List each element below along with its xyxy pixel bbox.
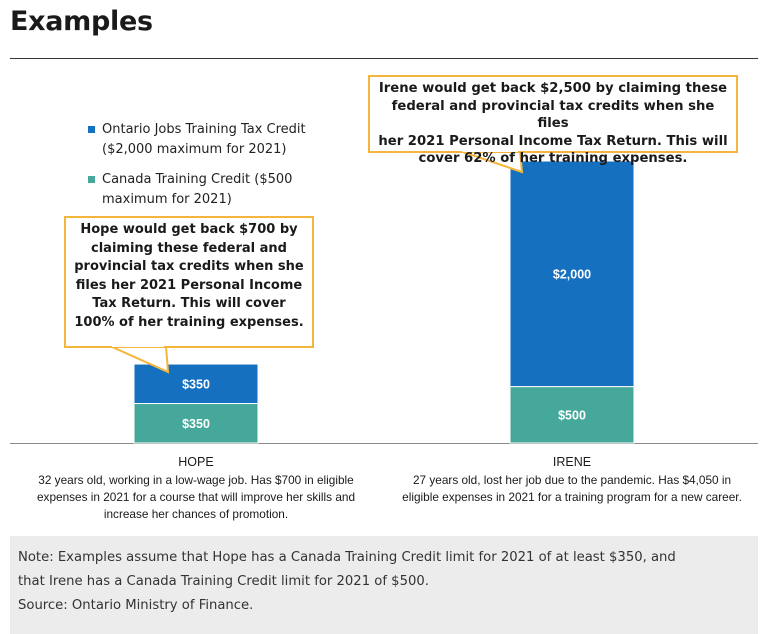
callout-line: Hope would get back $700 by [80, 222, 298, 237]
callout-line: files her 2021 Personal Income [75, 277, 303, 293]
note-line: that Irene has a Canada Training Credit … [18, 574, 429, 589]
source-line: Source: Ontario Ministry of Finance. [18, 598, 254, 613]
callout-line: federal and provincial tax credits when … [391, 98, 715, 132]
callout-line: Tax Return. This will cover [92, 296, 286, 312]
data-label: $350 [182, 377, 210, 391]
bar-segment-hope-1 [133, 363, 259, 405]
category-label-hope: HOPE [178, 455, 214, 469]
description-line: expenses in 2021 for a course that will … [36, 490, 356, 504]
legend-label-line2: ($2,000 maximum for 2021) [102, 142, 287, 157]
irene-callout: Irene would get back $2,500 by claiming … [368, 75, 738, 166]
category-description-irene: 27 years old, lost her job due to the pa… [380, 472, 763, 506]
hope-callout: Hope would get back $700 by claiming the… [64, 216, 314, 348]
category-description-hope: 32 years old, working in a low-wage job.… [16, 472, 376, 523]
callout-line: claiming these federal and [91, 240, 287, 256]
legend-swatch-ontario [88, 126, 95, 133]
callout-line: Irene would get back $2,500 by claiming … [378, 81, 728, 96]
page-title: Examples [10, 6, 153, 37]
callout-line: cover 62% of her training expenses. [418, 151, 688, 167]
data-label: $350 [182, 417, 210, 431]
description-line: increase her chances of promotion. [103, 507, 289, 521]
bar-segment-hope-0 [133, 403, 259, 444]
chart-legend: Ontario Jobs Training Tax Credit ($2,000… [88, 120, 328, 220]
data-label: $2,000 [553, 267, 591, 281]
callout-line: 100% of her training expenses. [74, 314, 304, 330]
description-line: eligible expenses in 2021 for a training… [402, 490, 742, 504]
data-label: $500 [558, 408, 586, 422]
description-line: 27 years old, lost her job due to the pa… [412, 473, 732, 487]
legend-item-canada: Canada Training Credit ($500 maximum for… [88, 170, 328, 210]
description-line: 32 years old, working in a low-wage job.… [38, 473, 354, 487]
title-divider [10, 58, 758, 59]
callout-line: provincial tax credits when she [74, 259, 304, 275]
legend-label-line2: maximum for 2021) [102, 192, 232, 207]
legend-item-ontario: Ontario Jobs Training Tax Credit ($2,000… [88, 120, 328, 160]
legend-label-line1: Canada Training Credit ($500 [102, 172, 293, 187]
legend-swatch-canada [88, 176, 95, 183]
category-label-irene: IRENE [552, 455, 592, 469]
note-line: Note: Examples assume that Hope has a Ca… [18, 550, 676, 565]
bar-segment-irene-1 [509, 160, 635, 388]
note-box: Note: Examples assume that Hope has a Ca… [10, 536, 758, 634]
legend-label-line1: Ontario Jobs Training Tax Credit [102, 122, 306, 137]
callout-line: her 2021 Personal Income Tax Return. Thi… [378, 133, 728, 149]
